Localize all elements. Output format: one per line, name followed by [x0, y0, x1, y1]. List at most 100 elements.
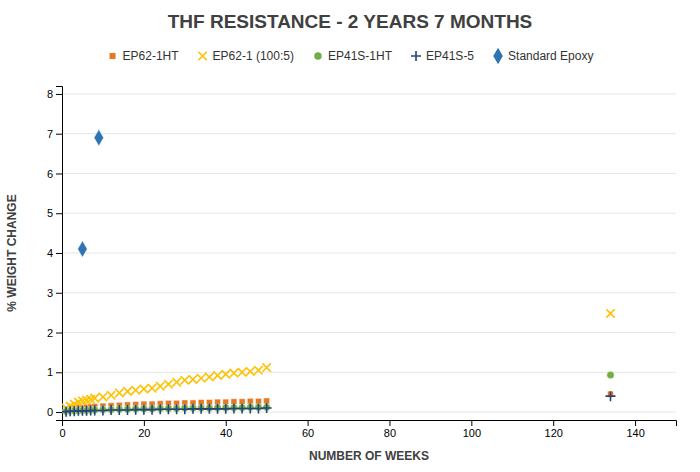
legend-item: EP62-1HT — [110, 49, 180, 63]
legend-item: EP41S-1HT — [314, 49, 392, 63]
x-tick-label: 40 — [220, 427, 232, 439]
point — [99, 393, 107, 401]
point — [131, 386, 139, 394]
point — [107, 391, 115, 399]
grid-line — [62, 173, 676, 174]
y-tick: 6 — [47, 167, 62, 179]
y-tick-mark — [56, 173, 62, 174]
x-tick-mark — [635, 420, 636, 426]
point — [164, 380, 172, 388]
legend-item: Standard Epoxy — [493, 48, 593, 65]
y-tick: 8 — [47, 88, 62, 100]
legend-label: EP41S-1HT — [328, 49, 393, 63]
y-tick: 3 — [47, 287, 62, 299]
y-axis: 0 1 2 3 4 5 6 7 8 — [47, 87, 63, 421]
point — [148, 384, 156, 392]
y-tick-label: 0 — [47, 406, 53, 418]
y-tick: 5 — [47, 207, 62, 219]
point — [606, 391, 616, 401]
grid-line — [62, 133, 676, 134]
y-axis-line — [56, 87, 63, 421]
legend-marker — [411, 51, 421, 61]
y-tick-mark — [56, 293, 62, 294]
y-tick-mark — [56, 333, 62, 334]
plot: 0 20 40 60 80 100 120 140 0 1 2 3 4 5 6 7 8 — [47, 87, 677, 439]
x-tick-label: 60 — [302, 427, 314, 439]
y-tick-mark — [56, 213, 62, 214]
legend: EP62-1HT EP62-1 (100:5) EP41S-1HT EP41S-5 St… — [110, 48, 594, 65]
legend-marker — [493, 48, 503, 65]
legend-marker — [110, 53, 116, 59]
y-tick-mark — [56, 94, 62, 95]
point — [606, 309, 614, 317]
point — [156, 382, 164, 390]
series — [62, 391, 616, 417]
point — [254, 366, 262, 374]
x-tick-mark — [553, 420, 554, 426]
legend-label: EP41S-5 — [426, 49, 474, 63]
x-tick-mark — [144, 420, 145, 426]
x-tick-mark — [226, 420, 227, 426]
point — [115, 389, 123, 397]
x-tick: 80 — [384, 420, 396, 439]
legend-label: EP62-1 (100:5) — [213, 49, 294, 63]
point — [246, 367, 254, 375]
grid-line — [62, 332, 676, 333]
x-tick: 40 — [220, 420, 232, 439]
grid-line — [62, 253, 676, 254]
x-tick-label: 0 — [59, 427, 65, 439]
y-tick: 1 — [47, 366, 62, 378]
y-tick-mark — [56, 372, 62, 373]
x-tick: 20 — [138, 420, 150, 439]
point — [262, 363, 270, 371]
y-tick-mark — [56, 412, 62, 413]
y-tick: 4 — [47, 247, 62, 259]
x-tick: 0 — [59, 420, 65, 439]
chart: 0 20 40 60 80 100 120 140 0 1 2 3 4 5 6 7 8 NUMBER OF WEE… — [0, 0, 700, 472]
x-tick-label: 100 — [463, 427, 481, 439]
x-tick-label: 20 — [138, 427, 150, 439]
point — [189, 375, 197, 383]
legend-label: EP62-1HT — [123, 49, 180, 63]
y-axis-title: % WEIGHT CHANGE — [5, 194, 19, 311]
x-tick-label: 120 — [545, 427, 563, 439]
x-tick: 140 — [626, 420, 644, 439]
x-tick-mark — [308, 420, 309, 426]
y-tick-label: 6 — [47, 167, 53, 179]
y-tick-mark — [56, 134, 62, 135]
grid-line — [62, 372, 676, 373]
x-axis-title: NUMBER OF WEEKS — [309, 449, 429, 463]
y-tick-label: 3 — [47, 287, 53, 299]
x-axis: 0 20 40 60 80 100 120 140 — [59, 420, 676, 439]
x-tick-mark — [389, 420, 390, 426]
y-tick: 0 — [47, 406, 62, 418]
y-tick-label: 1 — [47, 366, 53, 378]
y-tick: 7 — [47, 128, 62, 140]
legend-item: EP62-1 (100:5) — [198, 49, 294, 63]
legend-label: Standard Epoxy — [508, 49, 593, 63]
marks — [62, 129, 616, 416]
x-tick-label: 80 — [384, 427, 396, 439]
y-tick-label: 7 — [47, 128, 53, 140]
series — [78, 129, 104, 257]
point — [264, 398, 270, 404]
x-tick: 60 — [302, 420, 314, 439]
point — [91, 394, 99, 402]
point — [197, 374, 205, 382]
y-tick-label: 8 — [47, 88, 53, 100]
point — [213, 371, 221, 379]
series — [62, 309, 615, 412]
x-axis-line — [63, 421, 677, 427]
point — [238, 368, 246, 376]
grid-line — [62, 93, 676, 94]
y-tick-label: 4 — [47, 247, 53, 259]
point — [140, 385, 148, 393]
point — [230, 369, 238, 377]
x-tick: 120 — [545, 420, 563, 439]
x-tick-mark — [471, 420, 472, 426]
x-tick: 100 — [463, 420, 481, 439]
grid — [62, 94, 676, 412]
y-tick: 2 — [47, 327, 62, 339]
grid-line — [62, 213, 676, 214]
point — [222, 370, 230, 378]
